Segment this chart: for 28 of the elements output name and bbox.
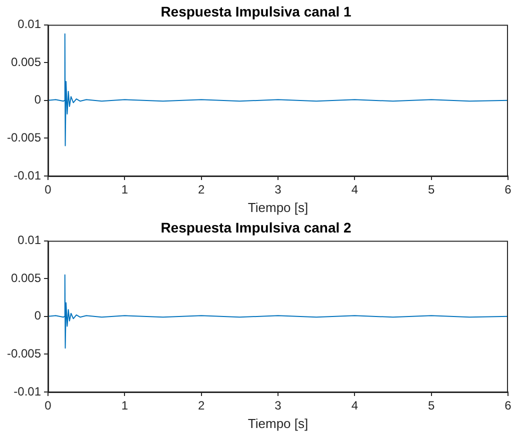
x-tick-label: 3 bbox=[274, 398, 282, 413]
x-tick-label: 0 bbox=[44, 398, 52, 413]
x-tick-label: 1 bbox=[121, 182, 128, 197]
x-tick-label: 6 bbox=[504, 182, 512, 197]
y-tick-label: 0.01 bbox=[18, 17, 42, 32]
y-tick-label: -0.01 bbox=[14, 168, 42, 182]
x-tick-label: 5 bbox=[428, 182, 435, 197]
x-tick-label: 4 bbox=[351, 182, 358, 197]
y-tick-label: 0.01 bbox=[18, 233, 42, 248]
y-tick-label: -0.005 bbox=[6, 130, 42, 145]
x-tick-label: 6 bbox=[504, 398, 512, 413]
x-axis-title: Tiempo [s] bbox=[248, 200, 308, 215]
x-tick-label: 4 bbox=[351, 398, 358, 413]
y-tick-label: 0 bbox=[34, 308, 42, 323]
y-tick-label: -0.01 bbox=[14, 384, 42, 398]
x-tick-label: 5 bbox=[428, 398, 435, 413]
x-tick-label: 1 bbox=[121, 398, 128, 413]
x-tick-label: 2 bbox=[198, 182, 206, 197]
chart-title: Respuesta Impulsiva canal 2 bbox=[160, 219, 352, 236]
y-tick-label: -0.005 bbox=[6, 346, 42, 361]
x-tick-label: 3 bbox=[274, 182, 282, 197]
x-tick-label: 2 bbox=[198, 398, 206, 413]
chart-title: Respuesta Impulsiva canal 1 bbox=[160, 3, 352, 20]
y-tick-label: 0 bbox=[34, 92, 42, 107]
x-axis-title: Tiempo [s] bbox=[248, 416, 308, 431]
x-tick-label: 0 bbox=[44, 182, 52, 197]
y-tick-label: 0.005 bbox=[10, 270, 42, 285]
y-tick-label: 0.005 bbox=[10, 54, 42, 69]
